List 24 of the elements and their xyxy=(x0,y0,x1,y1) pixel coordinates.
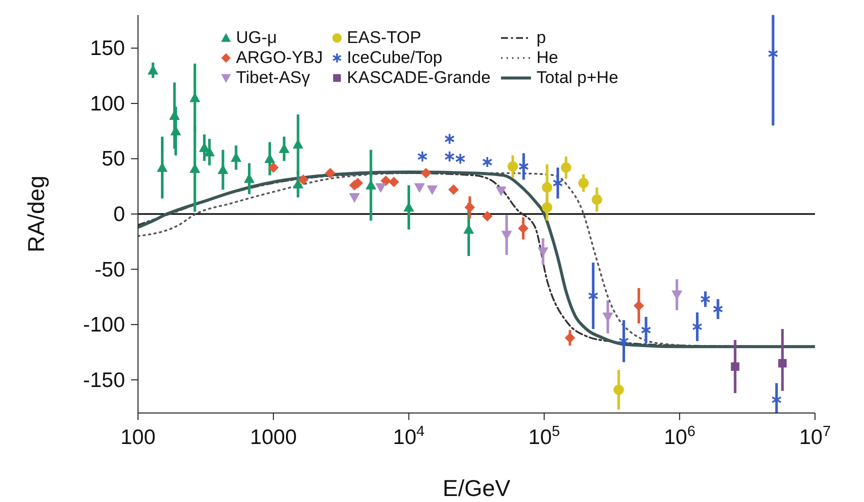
x-tick-label: 100 xyxy=(120,426,156,449)
legend-label: p xyxy=(536,28,546,48)
legend-label: He xyxy=(536,48,558,68)
legend-label: UG-μ xyxy=(236,28,277,48)
y-tick-label: -150 xyxy=(82,368,125,392)
legend-label: Tibet-ASγ xyxy=(236,68,310,88)
x-tick-label: 10$^{4}$ xyxy=(393,424,425,449)
legend-label: KASCADE-Grande xyxy=(346,68,491,88)
legend-label: EAS-TOP xyxy=(346,28,422,48)
x-axis-title: E/GeV xyxy=(442,475,512,501)
legend-label: ARGO-YBJ xyxy=(236,48,323,68)
y-tick-label: 100 xyxy=(90,92,125,116)
legend-label: Total p+He xyxy=(536,68,618,88)
y-axis-title: RA/deg xyxy=(23,176,50,252)
x-tick-label: 10$^{5}$ xyxy=(528,424,560,449)
x-tick-label: 1000 xyxy=(250,426,297,449)
x-tick-label: 10$^{7}$ xyxy=(799,424,831,449)
y-tick-label: 0 xyxy=(113,203,125,226)
y-tick-label: 50 xyxy=(102,148,125,171)
y-tick-label: -100 xyxy=(82,314,125,337)
legend-label: IceCube/Top xyxy=(346,48,442,68)
y-tick-label: -50 xyxy=(94,258,125,282)
x-tick-label: 10$^{6}$ xyxy=(664,424,696,449)
y-tick-label: 150 xyxy=(90,37,125,60)
